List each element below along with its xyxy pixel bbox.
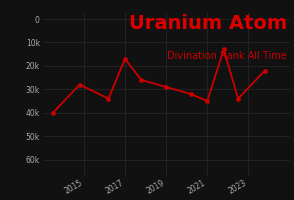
- Text: Uranium Atom: Uranium Atom: [129, 14, 287, 33]
- Text: Divination Rank All Time: Divination Rank All Time: [167, 51, 287, 61]
